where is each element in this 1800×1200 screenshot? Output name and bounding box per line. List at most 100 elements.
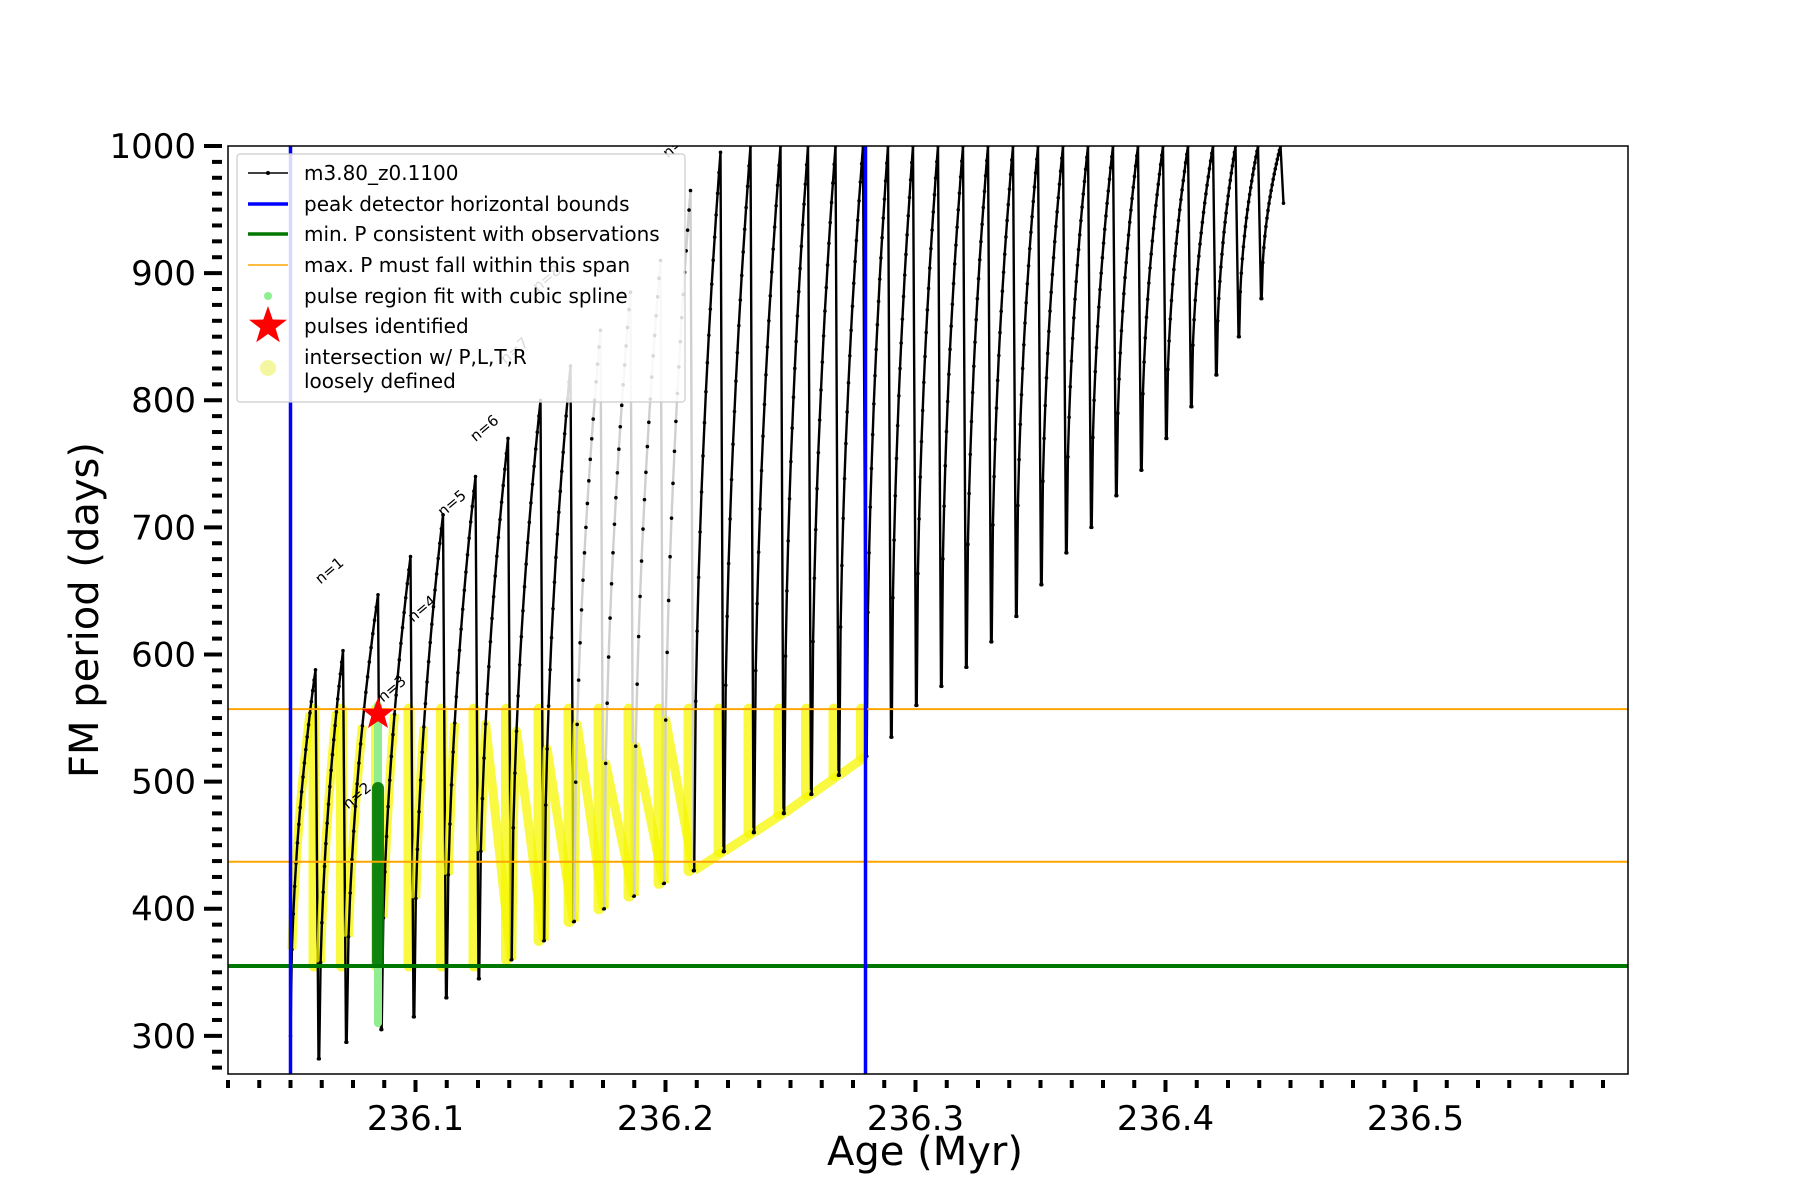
series-point (537, 414, 541, 418)
series-point (914, 703, 919, 708)
series-point (993, 437, 998, 442)
series-point (415, 847, 420, 852)
series-point (722, 849, 727, 854)
series-point (974, 317, 978, 322)
series-point (992, 474, 996, 479)
series-point (662, 881, 667, 886)
series-point (527, 520, 532, 525)
series-point (715, 191, 720, 196)
series-point (918, 475, 923, 479)
series-point (881, 216, 886, 220)
series-point (973, 340, 977, 344)
series-point (412, 1014, 417, 1019)
series-point (825, 263, 830, 267)
series-point (1105, 201, 1109, 206)
series-point (950, 302, 955, 307)
series-point (1177, 208, 1182, 212)
series-point (1202, 201, 1207, 205)
series-point (902, 273, 907, 277)
legend-label: pulses identified (304, 314, 469, 338)
series-point (591, 417, 596, 421)
series-point (324, 841, 328, 846)
series-point (1106, 189, 1111, 193)
series-point (753, 668, 758, 673)
series-point (1237, 334, 1242, 339)
series-point (817, 418, 822, 422)
series-point (1238, 289, 1243, 294)
series-point (1246, 200, 1251, 204)
series-point (924, 330, 928, 335)
series-point (1023, 321, 1027, 325)
series-point (1110, 154, 1114, 159)
series-point (904, 252, 908, 257)
intersection-band (751, 809, 786, 837)
series-point (717, 170, 721, 175)
series-point (635, 682, 639, 686)
series-point (1027, 246, 1032, 251)
series-point (1243, 224, 1248, 229)
series-point (521, 608, 525, 613)
series-point (1050, 272, 1055, 277)
series-point (1192, 317, 1196, 322)
series-point (473, 474, 478, 479)
series-point (1244, 215, 1249, 220)
series-point (1017, 457, 1021, 462)
series-point (824, 285, 829, 290)
series-point (1101, 241, 1106, 245)
series-point (859, 161, 864, 166)
series-point (893, 493, 898, 498)
series-point (854, 238, 859, 243)
series-point (804, 163, 809, 167)
series-point (1098, 287, 1102, 292)
pulse-cycle (1065, 146, 1093, 553)
series-point (320, 920, 324, 925)
series-point (952, 262, 957, 266)
series-point (1208, 159, 1213, 163)
series-point (1048, 309, 1052, 313)
series-point (333, 723, 337, 728)
series-point (922, 380, 926, 385)
series-point (543, 803, 548, 807)
series-point (338, 672, 343, 676)
series-point (1070, 336, 1075, 341)
series-point (1252, 166, 1256, 171)
series-point (688, 188, 693, 193)
series-point (1056, 195, 1061, 200)
pulse-cycle (990, 146, 1018, 642)
series-point (1176, 218, 1181, 223)
series-point (785, 589, 789, 593)
series-point (642, 497, 647, 502)
series-point (391, 732, 395, 737)
series-point (365, 675, 370, 679)
series-point (747, 164, 751, 168)
series-point (1119, 328, 1124, 333)
series-point (762, 402, 767, 407)
series-point (612, 522, 617, 527)
series-point (1033, 171, 1038, 175)
series-point (841, 516, 846, 521)
series-point (1019, 392, 1024, 397)
series-point (1273, 167, 1278, 171)
series-point (1047, 329, 1051, 334)
series-point (935, 159, 939, 164)
series-point (533, 447, 538, 451)
series-point (344, 1040, 349, 1045)
series-point (1276, 152, 1281, 157)
series-point (1182, 169, 1187, 174)
series-point (1008, 172, 1013, 177)
series-point (782, 811, 787, 816)
series-point (851, 281, 856, 286)
series-point (636, 634, 641, 639)
legend-label: m3.80_z0.1100 (304, 161, 459, 185)
series-point (1116, 411, 1120, 415)
series-point (467, 536, 471, 540)
series-point (958, 175, 963, 179)
series-point (617, 447, 621, 451)
series-point (970, 390, 975, 395)
series-point (877, 277, 882, 281)
series-point (403, 596, 408, 600)
series-point (894, 456, 899, 461)
series-point (1189, 404, 1194, 409)
series-point (645, 444, 650, 449)
series-point (516, 694, 520, 698)
